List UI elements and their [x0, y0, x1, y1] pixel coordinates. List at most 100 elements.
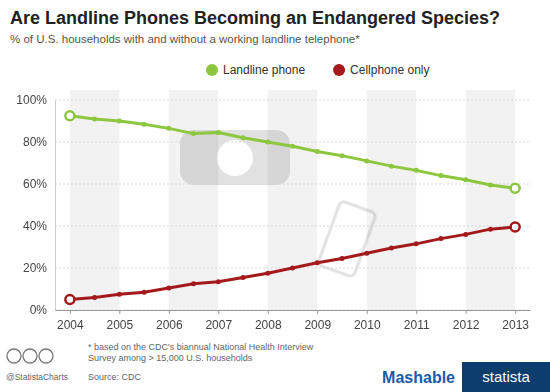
data-point — [142, 290, 147, 295]
tick-label: 2013 — [502, 318, 529, 332]
data-point — [117, 119, 122, 124]
license-icon — [39, 349, 53, 363]
tick: 0% — [30, 303, 55, 317]
brand-box — [462, 362, 550, 392]
tick-mark — [466, 310, 467, 314]
phone-icon — [318, 201, 377, 278]
x-axis: 2004200520062007200820092010201120122013 — [56, 310, 531, 332]
data-point — [216, 279, 221, 284]
tick-label: 2007 — [205, 318, 232, 332]
legend-marker — [206, 64, 218, 76]
data-point — [463, 232, 468, 237]
tick-mark — [70, 310, 71, 314]
tick-mark — [268, 310, 269, 314]
data-point — [265, 140, 270, 145]
subtitle: % of U.S. households with and without a … — [10, 33, 360, 45]
tick: 20% — [23, 261, 55, 275]
axis-line — [56, 310, 531, 311]
series-line — [70, 116, 515, 188]
data-point — [438, 236, 443, 241]
y-axis: 0%20%40%60%80%100% — [16, 93, 55, 317]
data-point — [92, 295, 97, 300]
data-point — [511, 184, 520, 193]
tick-label: 2011 — [404, 318, 430, 332]
data-point — [65, 111, 74, 120]
tick-label: 60% — [23, 177, 47, 191]
data-point — [438, 173, 443, 178]
tick-mark — [119, 310, 120, 314]
data-point — [241, 275, 246, 280]
source: Source: CDC — [88, 372, 142, 382]
data-point — [364, 158, 369, 163]
legend: Landline phoneCellphone only — [206, 63, 429, 77]
background-bands — [70, 90, 515, 310]
data-point — [315, 260, 320, 265]
tick: 2010 — [354, 310, 381, 332]
tick-label: 40% — [23, 219, 47, 233]
grid-line — [55, 100, 530, 101]
data-point — [488, 227, 493, 232]
brand: statista — [482, 368, 530, 385]
tick: 2006 — [156, 310, 183, 332]
background-band — [169, 90, 218, 310]
data-point — [511, 223, 520, 232]
tick-label: 2008 — [255, 318, 282, 332]
chart: Are Landline Phones Becoming an Endanger… — [0, 0, 550, 392]
tick-mark — [218, 310, 219, 314]
data-point — [117, 292, 122, 297]
tick-label: 2009 — [304, 318, 331, 332]
plot-area — [65, 111, 519, 304]
tick-label: 2006 — [156, 318, 183, 332]
phone-icon — [180, 130, 290, 185]
license-icon — [23, 349, 37, 363]
grid — [55, 100, 530, 310]
tick: 2005 — [106, 310, 133, 332]
tick-mark — [515, 310, 516, 314]
tick-mark — [416, 310, 417, 314]
footer: @StatistaCharts* based on the CDC's bian… — [6, 342, 550, 392]
data-point — [142, 122, 147, 127]
data-point — [265, 271, 270, 276]
tick-mark — [367, 310, 368, 314]
grid-line — [55, 184, 530, 185]
tick-label: 2010 — [354, 318, 381, 332]
data-point — [364, 251, 369, 256]
tick-label: 2005 — [106, 318, 133, 332]
footnote: Survey among > 15,000 U.S. households — [88, 353, 253, 363]
data-point — [339, 153, 344, 158]
legend-marker — [333, 64, 345, 76]
data-point — [241, 135, 246, 140]
tick: 2004 — [57, 310, 84, 332]
tick: 2008 — [255, 310, 282, 332]
data-point — [414, 241, 419, 246]
credit: @StatistaCharts — [6, 372, 68, 382]
tick-mark — [317, 310, 318, 314]
grid-line — [55, 310, 530, 311]
license-icon — [7, 349, 21, 363]
data-point — [389, 246, 394, 251]
data-point — [166, 126, 171, 131]
tick-label: 2004 — [57, 318, 84, 332]
data-point — [290, 266, 295, 271]
tick: 2011 — [404, 310, 430, 332]
data-point — [315, 149, 320, 154]
background-band — [466, 90, 515, 310]
tick: 60% — [23, 177, 55, 191]
data-point — [166, 285, 171, 290]
tick-label: 100% — [16, 93, 47, 107]
data-point — [339, 256, 344, 261]
decoration — [180, 130, 376, 277]
tick: 100% — [16, 93, 55, 107]
data-point — [389, 164, 394, 169]
data-point — [65, 295, 74, 304]
tick-mark — [169, 310, 170, 314]
data-point — [463, 177, 468, 182]
title: Are Landline Phones Becoming an Endanger… — [10, 8, 500, 28]
data-point — [191, 131, 196, 136]
data-point — [92, 116, 97, 121]
legend-label: Cellphone only — [350, 63, 429, 77]
grid-line — [55, 142, 530, 143]
tick: 2007 — [205, 310, 232, 332]
axis-line — [55, 101, 56, 311]
tick: 2013 — [502, 310, 529, 332]
